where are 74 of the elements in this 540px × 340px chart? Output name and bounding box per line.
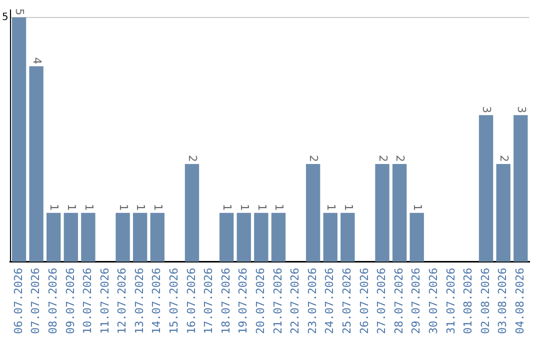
bar <box>323 212 338 262</box>
x-tick-label: 25.07.2026 <box>340 268 354 334</box>
x-tick-label: 30.07.2026 <box>427 268 440 334</box>
x-tick-label: 15.07.2026 <box>168 268 181 334</box>
x-tick-label: 18.07.2026 <box>219 268 232 334</box>
bar <box>340 212 355 262</box>
x-tick-label: 14.07.2026 <box>150 268 164 334</box>
x-tick-label: 06.07.2026 <box>12 268 25 334</box>
x-tick-label: 10.07.2026 <box>81 268 94 334</box>
bar <box>64 212 78 262</box>
x-tick-label: 29.07.2026 <box>410 268 423 334</box>
x-tick-label: 17.07.2026 <box>202 268 216 334</box>
bar <box>306 164 320 262</box>
x-tick-label: 12.07.2026 <box>116 268 129 334</box>
x-tick-label: 28.07.2026 <box>392 268 406 334</box>
x-tick-label: 20.07.2026 <box>254 268 268 334</box>
x-tick-label: 02.08.2026 <box>478 268 492 334</box>
data-label: 1 <box>272 204 286 211</box>
x-tick-label: 07.07.2026 <box>29 268 42 334</box>
bar <box>496 164 510 262</box>
data-label: 3 <box>514 106 528 114</box>
x-tick-label: 26.07.2026 <box>358 268 371 334</box>
bar <box>410 212 424 262</box>
data-label: 1 <box>48 204 61 211</box>
data-label: 1 <box>134 204 148 211</box>
x-tick-label: 09.07.2026 <box>64 268 77 334</box>
bar <box>116 212 130 262</box>
data-label: 1 <box>220 204 234 211</box>
data-label: 5 <box>2 12 8 23</box>
x-tick-label: 03.08.2026 <box>496 268 510 334</box>
data-label: 1 <box>324 204 338 211</box>
bar <box>254 212 268 262</box>
bar <box>514 115 528 262</box>
data-label: 1 <box>238 204 252 211</box>
bar <box>236 212 251 262</box>
data-label: 4 <box>30 57 44 64</box>
x-tick-label: 27.07.2026 <box>375 268 388 334</box>
bar <box>375 164 390 262</box>
bar <box>219 212 234 262</box>
x-tick-label: 11.07.2026 <box>98 268 112 334</box>
data-label: 1 <box>152 204 165 211</box>
data-label: 1 <box>255 204 268 211</box>
data-label: 1 <box>410 204 424 211</box>
bar <box>133 212 148 262</box>
x-tick-label: 19.07.2026 <box>236 268 250 334</box>
bar <box>150 212 164 262</box>
bar <box>478 115 494 262</box>
bar <box>12 17 26 262</box>
data-label: 1 <box>82 204 96 211</box>
x-tick-label: 16.07.2026 <box>184 268 198 334</box>
bar <box>46 212 61 262</box>
data-label: 1 <box>116 204 130 211</box>
x-tick-label: 21.07.2026 <box>271 268 284 334</box>
x-tick-label: 13.07.2026 <box>132 268 146 334</box>
data-label: 1 <box>65 204 78 211</box>
data-label: 2 <box>307 155 320 162</box>
x-tick-label: 04.08.2026 <box>513 268 526 334</box>
x-tick-label: 23.07.2026 <box>306 268 319 334</box>
x-tick-label: 08.07.2026 <box>46 268 60 334</box>
x-tick-label: 24.07.2026 <box>323 268 336 334</box>
x-tick-label: 31.07.2026 <box>444 268 458 334</box>
data-label: 1 <box>342 204 355 211</box>
bar <box>271 212 286 262</box>
data-label: 2 <box>497 155 510 162</box>
bar <box>392 164 407 262</box>
bar <box>29 66 44 262</box>
data-label: 3 <box>480 106 494 114</box>
x-tick-label: 22.07.2026 <box>288 268 302 334</box>
data-label: 2 <box>394 155 407 162</box>
data-label: 2 <box>376 155 390 162</box>
x-tick-label: 01.08.2026 <box>462 268 475 334</box>
data-label: 2 <box>186 155 200 162</box>
bar <box>81 212 96 262</box>
bar <box>184 164 200 262</box>
